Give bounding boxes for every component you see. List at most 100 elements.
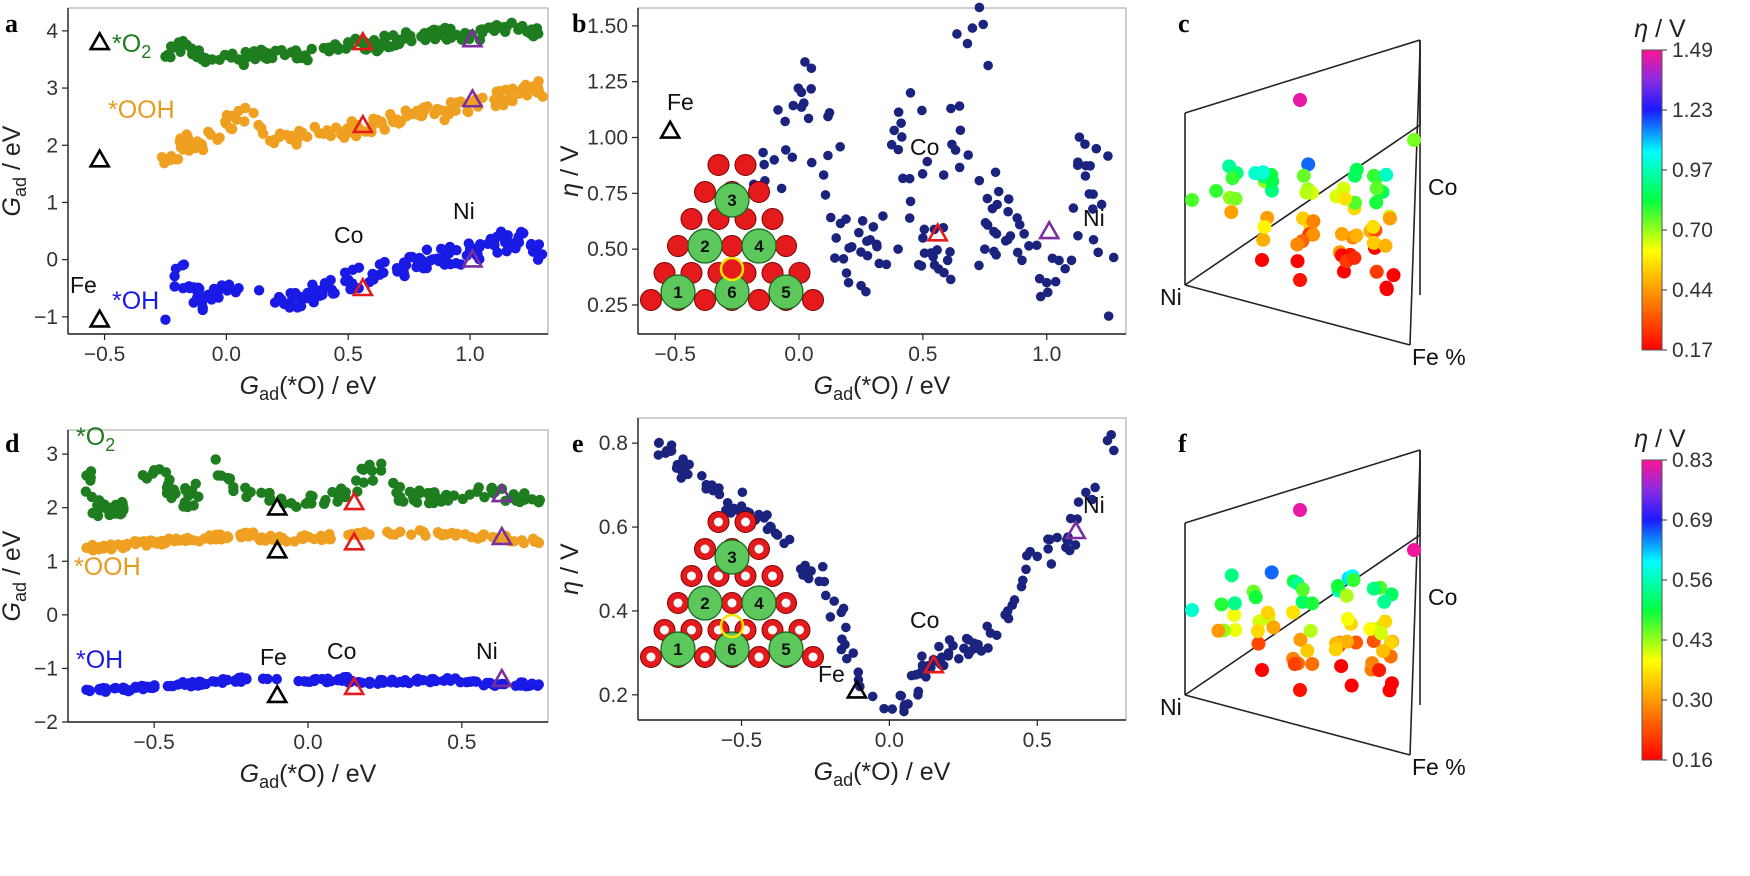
y-axis-title: Gad / eV <box>0 530 30 621</box>
reference-triangle-marker <box>1037 219 1061 240</box>
data-point <box>985 628 996 638</box>
composition-point <box>1305 656 1320 671</box>
y-tick-label: 1.25 <box>587 71 628 94</box>
panel-letter: d <box>5 429 20 458</box>
data-point <box>166 151 177 162</box>
composition-point <box>1228 191 1243 206</box>
x-axis-title: Gad(*O) / eV <box>240 760 377 792</box>
composition-point <box>1264 565 1279 580</box>
data-point <box>831 233 841 243</box>
data-point <box>129 536 140 547</box>
composition-point <box>1224 568 1239 583</box>
composition-point <box>1185 193 1199 207</box>
composition-point <box>1379 167 1394 182</box>
composition-point <box>1340 612 1355 627</box>
data-point <box>1007 600 1018 611</box>
data-point <box>1032 551 1043 562</box>
composition-point <box>1293 273 1307 287</box>
series-label-oh: *OH <box>76 646 123 674</box>
data-point <box>917 169 928 179</box>
element-label-ni: Ni <box>1083 492 1105 518</box>
data-point <box>879 703 889 714</box>
colorbar-tick-label: 0.43 <box>1672 629 1713 652</box>
composition-point <box>1256 232 1271 247</box>
data-point <box>291 139 302 150</box>
composition-point <box>1336 264 1351 279</box>
data-point <box>1074 132 1085 142</box>
data-point <box>1103 311 1114 321</box>
data-point <box>220 116 231 128</box>
data-point <box>1017 255 1027 266</box>
data-point <box>893 244 903 254</box>
data-point <box>1021 564 1031 575</box>
data-point <box>982 193 993 204</box>
panel-a: −0.5 0.0 0.5 1.0 −1 0 1 2 3 4 Gad(*O) / eV Gad / eV… <box>0 7 549 404</box>
data-point <box>1070 540 1081 550</box>
axis-label-co: Co <box>1428 584 1457 610</box>
data-point <box>463 106 474 118</box>
lattice-atom-hole <box>741 571 750 581</box>
composition-point <box>1185 603 1199 617</box>
y-axis-title: η / V <box>556 543 584 595</box>
data-point <box>374 269 385 280</box>
data-point <box>375 465 387 476</box>
data-point <box>653 450 664 460</box>
data-point <box>512 235 523 247</box>
data-point <box>787 152 798 163</box>
data-point <box>974 260 984 271</box>
data-point <box>421 244 433 255</box>
data-point <box>946 103 956 114</box>
data-point <box>857 216 868 226</box>
data-point <box>183 145 195 156</box>
site-number: 3 <box>727 548 736 567</box>
data-point <box>473 482 484 493</box>
axis-label-ni: Ni <box>1160 284 1182 310</box>
active-site <box>768 631 804 667</box>
data-point <box>806 157 817 168</box>
data-point <box>515 85 527 96</box>
data-point <box>182 501 193 513</box>
x-tick-label: −0.5 <box>84 343 125 366</box>
composition-point <box>1296 168 1311 183</box>
data-point <box>222 472 233 484</box>
reference-triangle-marker <box>88 30 111 51</box>
data-point <box>1024 241 1034 251</box>
data-point <box>534 494 546 506</box>
data-point <box>291 501 302 513</box>
lattice-atom-hole <box>768 625 777 635</box>
data-point <box>967 23 978 33</box>
data-point <box>214 54 225 66</box>
data-point <box>722 498 733 508</box>
lattice-atom-hole <box>660 625 669 635</box>
element-label-fe: Fe <box>260 644 287 670</box>
data-point <box>270 45 281 56</box>
data-point <box>899 700 910 710</box>
data-point <box>160 314 171 325</box>
data-point <box>868 222 879 232</box>
data-point <box>190 478 201 490</box>
data-point <box>486 22 498 33</box>
reference-triangle-marker <box>351 276 375 297</box>
data-point <box>974 175 985 186</box>
reference-triangle-marker <box>351 113 375 134</box>
data-point <box>358 477 369 488</box>
data-point <box>516 535 528 546</box>
data-point <box>1073 497 1084 507</box>
element-label-ni: Ni <box>453 198 475 224</box>
element-label-co: Co <box>327 638 356 664</box>
panel-letter: e <box>572 429 584 458</box>
x-tick-label: 0.5 <box>908 343 937 366</box>
composition-point <box>1301 157 1316 172</box>
data-point <box>374 259 386 270</box>
data-point <box>759 159 769 170</box>
data-point <box>990 167 1001 178</box>
data-point <box>945 274 956 285</box>
data-point <box>788 100 799 111</box>
data-point <box>806 566 816 576</box>
colorbar-tick-label: 0.69 <box>1672 509 1713 532</box>
data-point <box>144 682 156 694</box>
composition-point <box>1224 205 1239 220</box>
data-point <box>848 648 859 658</box>
reference-triangle-marker <box>926 221 949 242</box>
data-point <box>439 114 450 126</box>
